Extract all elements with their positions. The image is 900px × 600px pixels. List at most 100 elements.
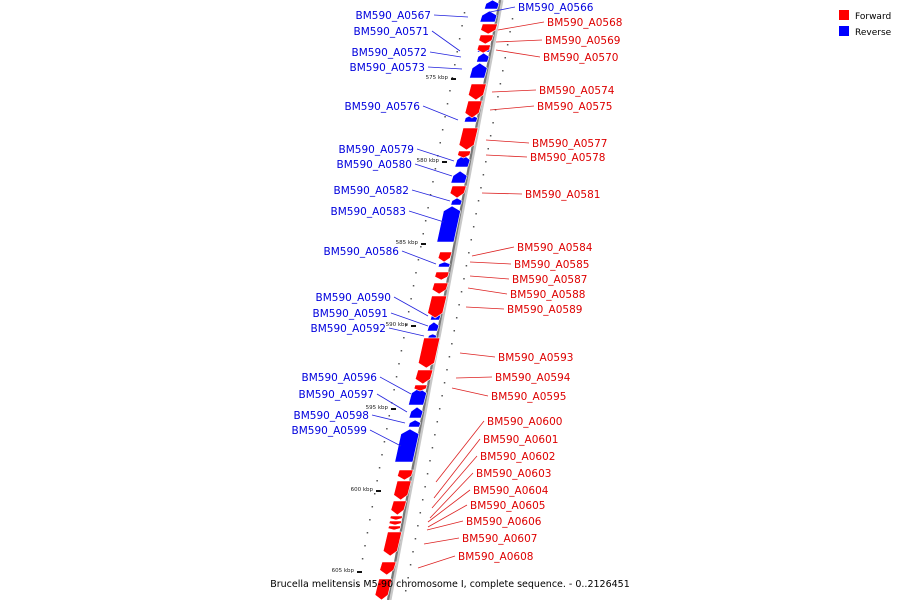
- reverse-gene-block: [436, 205, 461, 243]
- reverse-gene-label: BM590_A0583: [331, 206, 406, 218]
- reverse-gene-label: BM590_A0590: [316, 292, 391, 304]
- forward-gene-label: BM590_A0575: [537, 101, 612, 113]
- gene-leader-line: [414, 163, 453, 177]
- scale-dot: [405, 324, 408, 326]
- scale-dot: [461, 25, 463, 27]
- scale-dot: [509, 31, 511, 33]
- reverse-gene-block: [408, 387, 427, 406]
- gene-leader-line: [491, 89, 537, 93]
- forward-gene-label: BM590_A0603: [476, 468, 551, 480]
- gene-leader-line: [431, 455, 478, 509]
- reverse-gene-label: BM590_A0571: [354, 26, 429, 38]
- gene-leader-line: [433, 14, 469, 18]
- scale-dot: [412, 285, 415, 287]
- scale-dot: [417, 525, 419, 527]
- scale-dot: [449, 90, 451, 92]
- scale-dot: [381, 454, 383, 456]
- scale-dot: [361, 558, 364, 560]
- scale-dot: [482, 174, 485, 176]
- scale-dot: [426, 473, 429, 475]
- gene-leader-line: [435, 420, 485, 483]
- scale-dot: [444, 116, 446, 118]
- scale-dot: [415, 272, 417, 274]
- tick-label: 585 kbp: [396, 240, 419, 246]
- scale-dot: [376, 480, 378, 482]
- forward-gene-label: BM590_A0604: [473, 485, 549, 497]
- gene-leader-line: [465, 306, 505, 310]
- forward-gene-block: [389, 515, 404, 521]
- gene-leader-line: [401, 250, 437, 265]
- forward-gene-label: BM590_A0600: [487, 416, 562, 428]
- gene-leader-line: [408, 210, 445, 223]
- scale-dot: [400, 350, 403, 352]
- scale-dot: [472, 226, 475, 228]
- scale-dot: [451, 77, 454, 79]
- scale-dot: [502, 70, 504, 72]
- scale-dot: [364, 545, 366, 547]
- scale-dot: [492, 122, 494, 124]
- gene-leader-line: [429, 51, 462, 58]
- gene-leader-line: [495, 39, 543, 43]
- scale-dot: [421, 499, 424, 501]
- gene-leader-line: [390, 312, 429, 327]
- scale-dot: [420, 246, 422, 248]
- forward-gene-block: [467, 83, 487, 101]
- legend-reverse-label: Reverse: [855, 28, 892, 38]
- scale-dot: [487, 148, 489, 150]
- forward-gene-block: [457, 150, 472, 159]
- scale-dot: [412, 551, 414, 553]
- reverse-gene-label: BM590_A0591: [313, 308, 388, 320]
- forward-gene-label: BM590_A0605: [470, 500, 545, 512]
- scale-dot: [439, 142, 441, 144]
- scale-dot: [497, 96, 499, 98]
- tick-mark: [391, 408, 396, 410]
- forward-gene-block: [379, 561, 397, 576]
- tick-label: 575 kbp: [426, 75, 449, 81]
- reverse-gene-label: BM590_A0596: [302, 372, 378, 384]
- reverse-gene-block: [450, 170, 468, 184]
- scale-dot: [499, 83, 502, 85]
- forward-gene-label: BM590_A0606: [466, 516, 542, 528]
- scale-dot: [455, 317, 458, 319]
- tick-label: 590 kbp: [386, 322, 409, 328]
- gene-leader-line: [495, 49, 541, 58]
- scale-dot: [366, 532, 369, 534]
- gene-leader-line: [416, 148, 455, 162]
- scale-dot: [398, 363, 400, 365]
- tick-mark: [357, 571, 362, 573]
- forward-gene-block: [431, 282, 449, 295]
- reverse-gene-block: [408, 406, 424, 419]
- scale-dot: [446, 103, 449, 105]
- gene-leader-line: [411, 189, 451, 202]
- legend: Forward Reverse: [839, 10, 892, 38]
- scale-dot: [456, 51, 458, 53]
- forward-gene-label: BM590_A0607: [462, 533, 537, 545]
- scale-dot: [388, 415, 391, 417]
- scale-dot: [386, 428, 388, 430]
- forward-gene-block: [397, 469, 414, 481]
- forward-gene-block: [388, 520, 403, 526]
- forward-gene-label: BM590_A0568: [547, 17, 622, 29]
- reverse-gene-block: [427, 333, 438, 339]
- gene-leader-line: [433, 438, 481, 499]
- forward-gene-block: [427, 295, 448, 319]
- gene-leader-line: [417, 555, 456, 569]
- scale-dot: [475, 213, 477, 215]
- gene-leader-line: [459, 352, 496, 358]
- scale-dot: [369, 519, 371, 521]
- scale-dot: [463, 12, 466, 14]
- gene-leader-line: [429, 472, 474, 519]
- map-caption: Brucella melitensis M5-90 chromosome I, …: [270, 579, 630, 590]
- forward-gene-label: BM590_A0581: [525, 189, 600, 201]
- reverse-gene-label: BM590_A0598: [294, 410, 369, 422]
- scale-dot: [434, 168, 437, 170]
- scale-dot: [454, 64, 456, 66]
- reverse-gene-label: BM590_A0566: [518, 2, 594, 14]
- forward-gene-block: [417, 337, 441, 369]
- forward-gene-label: BM590_A0574: [539, 85, 615, 97]
- forward-gene-label: BM590_A0578: [530, 152, 605, 164]
- scale-dot: [424, 220, 427, 222]
- reverse-gene-label: BM590_A0567: [356, 10, 431, 22]
- scale-dot: [506, 44, 509, 46]
- reverse-gene-label: BM590_A0572: [352, 47, 427, 59]
